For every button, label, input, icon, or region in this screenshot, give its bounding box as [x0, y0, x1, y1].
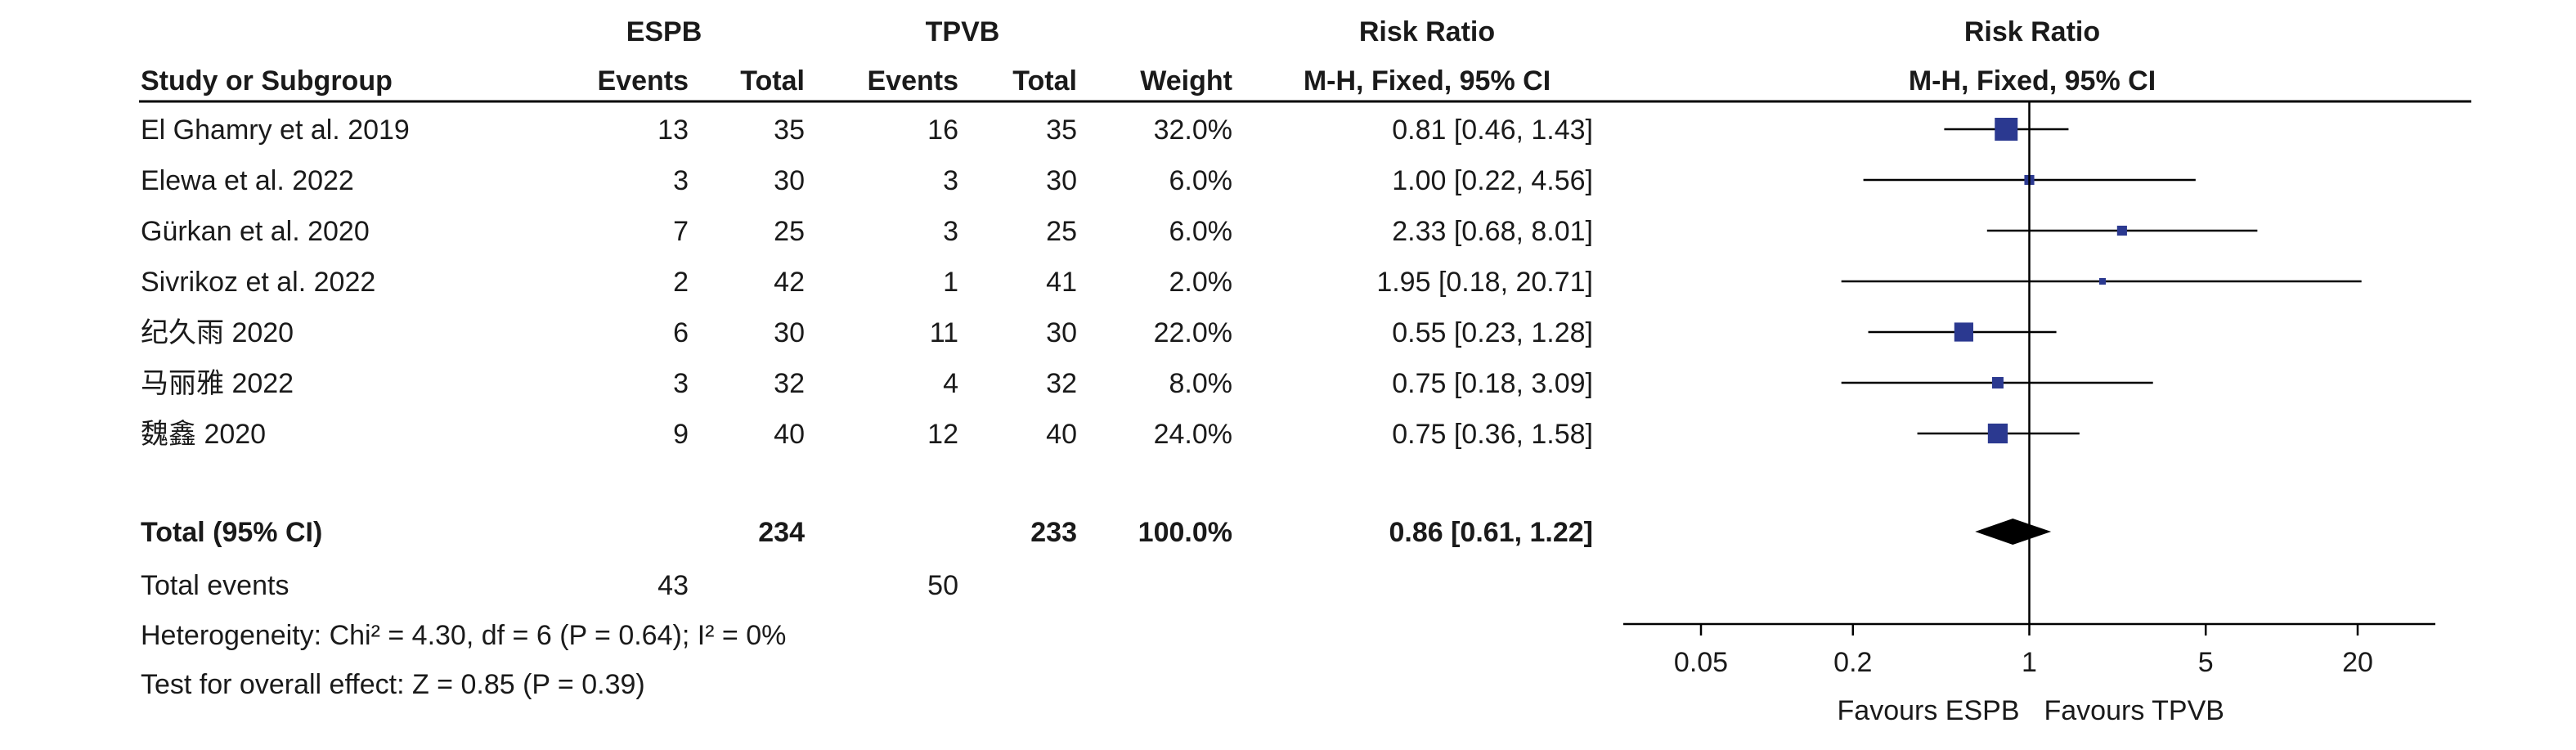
forest-area: 0.05 0.2 1 5 20 Favours ESPB Favours TPVB — [1623, 101, 2435, 726]
total-risk-ratio: 0.86 [0.61, 1.22] — [1389, 517, 1593, 548]
plot-method-header: M-H, Fixed, 95% CI — [1909, 65, 2156, 97]
weight-header: Weight — [1140, 65, 1232, 97]
espb-total-cell: 25 — [774, 216, 805, 247]
espb-events-header: Events — [598, 65, 689, 97]
x-tick-label: 1 — [2022, 647, 2037, 678]
tpvb-events-cell: 1 — [943, 267, 958, 298]
total-events-label: Total events — [141, 570, 289, 601]
weight-cell: 32.0% — [1154, 115, 1232, 146]
espb-total-cell: 32 — [774, 368, 805, 399]
rr-method-header: M-H, Fixed, 95% CI — [1304, 65, 1551, 97]
group2-header: TPVB — [926, 16, 1000, 47]
tpvb-total-header: Total — [1012, 65, 1077, 97]
total-events-espb: 43 — [657, 570, 689, 601]
study-marker — [2116, 225, 2127, 236]
tpvb-total-cell: 35 — [1046, 115, 1077, 146]
espb-events-cell: 7 — [673, 216, 689, 247]
study-label: Gürkan et al. 2020 — [141, 216, 370, 247]
total-weight: 100.0% — [1138, 517, 1232, 548]
study-label: 马丽雅 2022 — [141, 368, 294, 399]
study-label: 魏鑫 2020 — [141, 419, 266, 450]
espb-total-cell: 40 — [774, 419, 805, 450]
study-marker — [1995, 118, 2018, 141]
tpvb-total-cell: 30 — [1046, 317, 1077, 348]
x-tick-label: 0.05 — [1674, 647, 1728, 678]
study-label: Sivrikoz et al. 2022 — [141, 267, 375, 298]
tpvb-total-cell: 41 — [1046, 267, 1077, 298]
x-tick-label: 0.2 — [1833, 647, 1872, 678]
tpvb-events-cell: 3 — [943, 216, 958, 247]
tpvb-events-cell: 4 — [943, 368, 958, 399]
weight-cell: 24.0% — [1154, 419, 1232, 450]
espb-total-sum: 234 — [758, 517, 805, 548]
study-rows: El Ghamry et al. 2019 13 35 16 35 32.0% 0.81 [… — [141, 115, 1593, 548]
risk-ratio-cell: 1.95 [0.18, 20.71] — [1376, 267, 1593, 298]
total-label: Total (95% CI) — [141, 517, 322, 548]
x-tick-label: 20 — [2342, 647, 2373, 678]
risk-ratio-cell: 2.33 [0.68, 8.01] — [1392, 216, 1593, 247]
risk-ratio-cell: 0.75 [0.36, 1.58] — [1392, 419, 1593, 450]
risk-ratio-cell: 0.75 [0.18, 3.09] — [1392, 368, 1593, 399]
espb-events-cell: 9 — [673, 419, 689, 450]
risk-ratio-cell: 0.55 [0.23, 1.28] — [1392, 317, 1593, 348]
weight-cell: 8.0% — [1169, 368, 1233, 399]
risk-ratio-cell: 0.81 [0.46, 1.43] — [1392, 115, 1593, 146]
tpvb-events-cell: 12 — [927, 419, 958, 450]
study-marker — [1987, 423, 2008, 444]
heterogeneity-text: Heterogeneity: Chi² = 4.30, df = 6 (P = … — [141, 620, 786, 651]
espb-total-cell: 30 — [774, 317, 805, 348]
favours-right-label: Favours TPVB — [2044, 695, 2224, 726]
total-events-tpvb: 50 — [927, 570, 958, 601]
tpvb-total-cell: 30 — [1046, 165, 1077, 196]
espb-events-cell: 6 — [673, 317, 689, 348]
overall-effect-text: Test for overall effect: Z = 0.85 (P = 0… — [141, 669, 645, 700]
weight-cell: 6.0% — [1169, 165, 1233, 196]
risk-ratio-header: Risk Ratio — [1359, 16, 1495, 47]
tpvb-events-cell: 16 — [927, 115, 958, 146]
x-tick-label: 5 — [2198, 647, 2214, 678]
risk-ratio-cell: 1.00 [0.22, 4.56] — [1392, 165, 1593, 196]
weight-cell: 2.0% — [1169, 267, 1233, 298]
weight-cell: 22.0% — [1154, 317, 1232, 348]
tpvb-total-sum: 233 — [1030, 517, 1077, 548]
tpvb-total-cell: 25 — [1046, 216, 1077, 247]
tpvb-total-cell: 40 — [1046, 419, 1077, 450]
espb-events-cell: 2 — [673, 267, 689, 298]
tpvb-events-header: Events — [868, 65, 959, 97]
espb-events-cell: 13 — [657, 115, 689, 146]
tpvb-events-cell: 3 — [943, 165, 958, 196]
study-label: 纪久雨 2020 — [141, 317, 294, 348]
espb-total-header: Total — [740, 65, 805, 97]
pooled-diamond — [1975, 519, 2052, 545]
espb-total-cell: 35 — [774, 115, 805, 146]
tpvb-events-cell: 11 — [930, 317, 958, 348]
study-label: Elewa et al. 2022 — [141, 165, 354, 196]
group1-header: ESPB — [626, 16, 702, 47]
plot-risk-ratio-header: Risk Ratio — [1964, 16, 2100, 47]
study-marker — [1991, 377, 2004, 388]
favours-left-label: Favours ESPB — [1838, 695, 2020, 726]
espb-total-cell: 42 — [774, 267, 805, 298]
study-marker — [1954, 322, 1973, 342]
espb-events-cell: 3 — [673, 368, 689, 399]
study-column-header: Study or Subgroup — [141, 65, 393, 97]
espb-total-cell: 30 — [774, 165, 805, 196]
espb-events-cell: 3 — [673, 165, 689, 196]
weight-cell: 6.0% — [1169, 216, 1233, 247]
study-marker — [2099, 278, 2107, 285]
study-label: El Ghamry et al. 2019 — [141, 115, 410, 146]
tpvb-total-cell: 32 — [1046, 368, 1077, 399]
